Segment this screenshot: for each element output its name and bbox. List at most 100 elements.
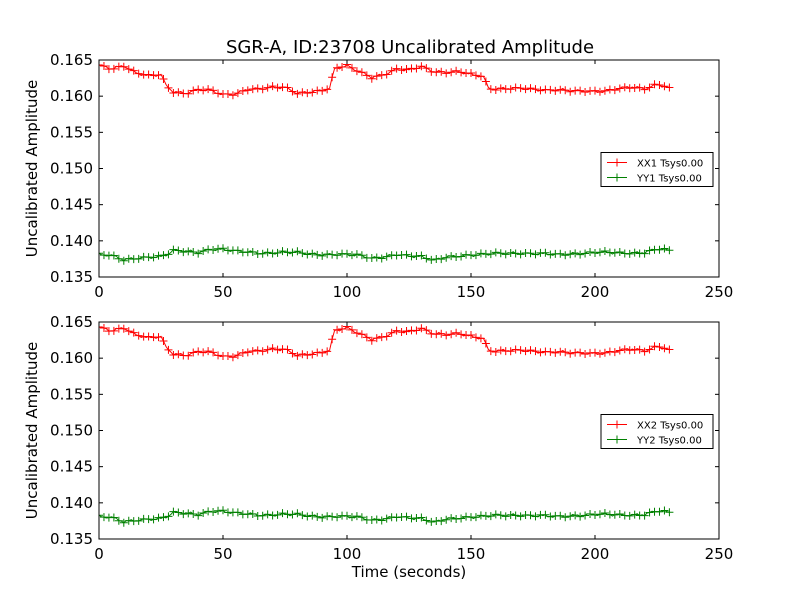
data-point <box>610 510 619 519</box>
data-point <box>610 248 619 257</box>
legend-marker <box>613 158 621 167</box>
data-point <box>352 67 361 76</box>
data-point <box>372 515 381 524</box>
data-point <box>189 86 198 95</box>
data-point <box>551 348 560 357</box>
data-point <box>328 250 337 259</box>
data-point <box>531 347 540 356</box>
data-point <box>576 512 585 521</box>
data-point <box>491 248 500 257</box>
data-point <box>427 517 436 526</box>
data-point <box>164 83 173 92</box>
data-point <box>109 513 118 522</box>
data-point <box>194 85 203 94</box>
data-point <box>536 86 545 95</box>
data-point <box>149 515 158 524</box>
data-point <box>169 88 178 97</box>
data-point <box>174 246 183 255</box>
data-point <box>99 324 108 333</box>
legend-marker <box>613 435 621 444</box>
data-point <box>531 512 540 521</box>
data-point <box>99 251 108 260</box>
data-point <box>298 249 307 258</box>
data-point <box>462 512 471 521</box>
data-point <box>343 511 351 520</box>
legend-label: XX1 Tsys0.00 <box>637 159 703 170</box>
data-point <box>491 347 500 356</box>
data-point <box>253 346 262 355</box>
data-point <box>209 86 218 95</box>
data-point <box>238 86 247 95</box>
data-point <box>556 511 565 520</box>
data-point <box>298 350 307 359</box>
data-point <box>591 510 599 519</box>
data-point <box>625 249 634 258</box>
legend-label: XX2 Tsys0.00 <box>637 421 703 432</box>
y-tick-label: 0.140 <box>50 232 93 250</box>
legend-label: YY2 Tsys0.00 <box>636 436 702 447</box>
data-point <box>204 245 213 254</box>
data-point <box>412 513 421 522</box>
data-point <box>561 251 570 260</box>
data-point <box>164 512 173 521</box>
y-tick-label: 0.140 <box>50 494 93 512</box>
data-point <box>437 255 446 264</box>
data-point <box>506 85 515 94</box>
x-tick-label: 0 <box>94 283 104 301</box>
data-point <box>481 339 490 348</box>
data-point <box>412 64 421 73</box>
data-point <box>228 91 237 100</box>
data-point <box>591 248 599 257</box>
subplot-1: 0 50 100 150 200 250 0.135 0.140 0.145 0.150 0.155… <box>23 51 733 301</box>
data-point <box>437 329 446 338</box>
data-point <box>169 507 178 516</box>
data-point <box>546 512 555 521</box>
data-point <box>486 85 495 94</box>
data-point <box>581 87 590 96</box>
data-point <box>308 350 317 359</box>
data-point <box>184 351 193 360</box>
data-point <box>546 347 555 356</box>
data-point <box>154 333 163 342</box>
data-point <box>501 250 510 259</box>
legend-item: YY2 Tsys0.00 <box>607 435 702 447</box>
data-point <box>248 248 257 257</box>
data-point <box>412 251 421 260</box>
data-point <box>134 516 143 525</box>
data-point <box>99 511 103 520</box>
data-point <box>333 325 342 334</box>
data-point <box>109 251 118 260</box>
legend-item: XX1 Tsys0.00 <box>607 158 703 170</box>
data-point <box>338 63 347 72</box>
data-point <box>655 507 664 516</box>
data-point <box>467 69 475 78</box>
data-point <box>387 328 396 337</box>
data-point <box>640 511 649 520</box>
data-point <box>308 88 317 97</box>
data-point <box>124 327 133 336</box>
figure-title: SGR-A, ID:23708 Uncalibrated Amplitude <box>226 37 594 58</box>
data-point <box>174 508 183 517</box>
data-point <box>615 509 624 518</box>
data-point <box>268 344 277 353</box>
data-point <box>194 347 203 356</box>
data-point <box>442 69 451 78</box>
x-tick-label: 250 <box>705 545 734 563</box>
data-point <box>650 342 659 351</box>
data-point <box>640 85 649 94</box>
data-point <box>635 83 644 92</box>
data-point <box>318 251 327 260</box>
data-point <box>283 345 292 354</box>
data-point <box>526 511 535 520</box>
data-point <box>417 251 426 260</box>
data-point <box>377 71 386 80</box>
data-point <box>184 509 193 518</box>
data-point <box>600 86 609 95</box>
data-point <box>526 346 535 355</box>
data-point <box>159 75 168 84</box>
data-point <box>243 348 252 357</box>
data-point <box>303 512 312 521</box>
legend-item: XX2 Tsys0.00 <box>607 420 703 432</box>
data-point <box>333 513 342 522</box>
